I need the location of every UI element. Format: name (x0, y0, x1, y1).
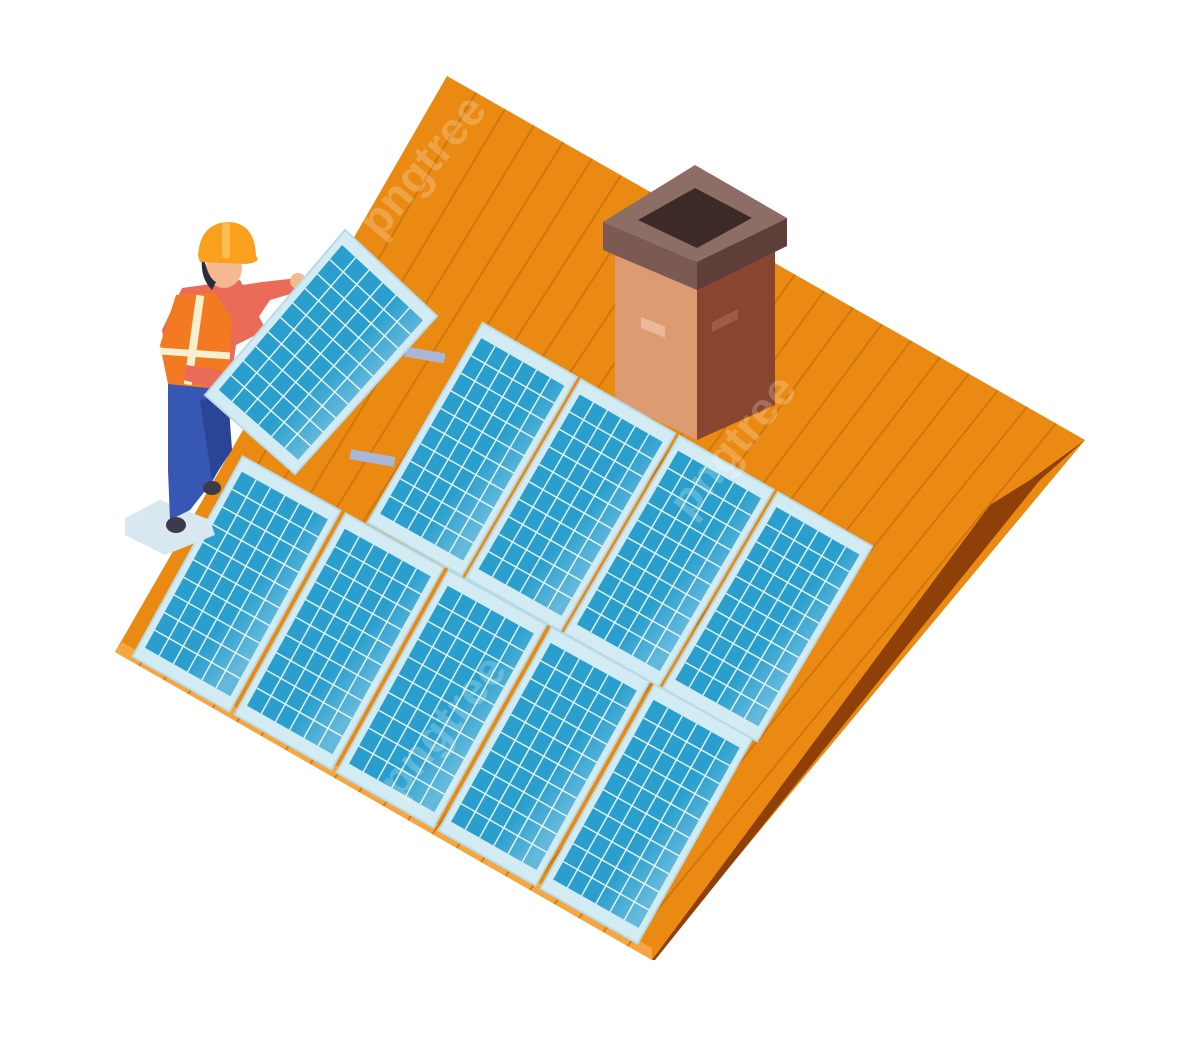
panel-shine (576, 450, 762, 671)
chimney-front (615, 250, 697, 440)
solar-panel (464, 377, 677, 633)
panel-shine (349, 585, 534, 813)
panel-shine (451, 642, 637, 870)
panel-shine (675, 507, 860, 727)
worker-arm (232, 278, 304, 330)
panel-shine (478, 394, 663, 616)
solar-panel (437, 626, 651, 887)
solar-panel (335, 569, 548, 829)
worker-vest-stripe (183, 294, 205, 386)
worker-boot (166, 517, 186, 533)
worker-leg-shade (200, 395, 232, 480)
solar-panel (203, 228, 439, 476)
chimney-brick (712, 308, 738, 333)
chimney-cap-front (603, 222, 697, 290)
panel-shine (247, 528, 431, 755)
chimney (603, 165, 787, 440)
solar-panel (233, 512, 445, 771)
solar-panel (539, 683, 754, 945)
mount-rail (404, 346, 446, 364)
solar-panel (131, 455, 342, 713)
worker-boot (203, 481, 221, 495)
roof-right-edge (652, 440, 1085, 960)
panel-shine (218, 245, 423, 460)
panel-shine (145, 471, 328, 697)
solar-panel (661, 490, 874, 743)
chimney-opening (638, 188, 752, 248)
panel-shine (553, 699, 740, 928)
mount-rail (349, 449, 396, 467)
roof-plank-line (626, 422, 1057, 947)
panel-shine (380, 338, 565, 561)
chimney-side (697, 245, 775, 440)
chimney-brick (641, 316, 665, 338)
chimney-cap-side (697, 218, 787, 290)
mounting-rails (349, 346, 446, 467)
solar-panel (563, 434, 775, 688)
worker-vest-stripe (159, 347, 231, 360)
solar-panel-array (131, 321, 874, 945)
hard-hat-ridge (222, 222, 230, 258)
held-solar-panel (203, 228, 439, 476)
worker-hair (201, 258, 216, 290)
solar-panel (366, 321, 579, 577)
